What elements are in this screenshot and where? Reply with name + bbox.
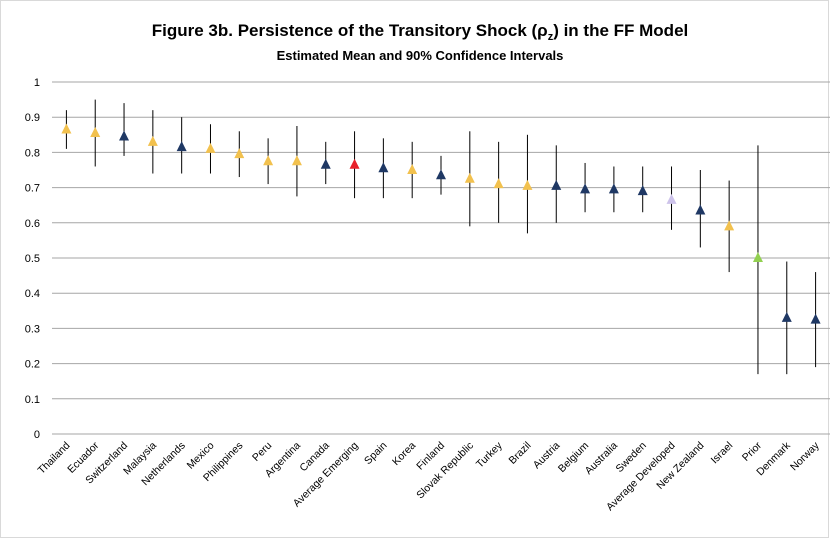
chart-subtitle: Estimated Mean and 90% Confidence Interv… bbox=[277, 48, 564, 63]
y-tick-label: 0.4 bbox=[25, 288, 40, 300]
mean-marker bbox=[493, 178, 504, 189]
mean-marker bbox=[781, 311, 792, 322]
title-part: ) in the FF Model bbox=[553, 21, 688, 40]
mean-marker bbox=[522, 179, 533, 190]
mean-marker bbox=[263, 155, 274, 166]
mean-marker bbox=[205, 142, 216, 153]
mean-marker bbox=[464, 172, 475, 183]
mean-marker bbox=[61, 123, 72, 134]
mean-marker bbox=[436, 169, 446, 180]
mean-marker bbox=[291, 155, 302, 166]
y-tick-label: 0.7 bbox=[25, 183, 40, 195]
mean-marker bbox=[608, 183, 619, 194]
mean-marker bbox=[320, 158, 331, 169]
y-tick-label: 0.8 bbox=[25, 147, 40, 159]
y-tick-label: 0.9 bbox=[25, 112, 40, 124]
mean-marker bbox=[176, 141, 187, 152]
mean-marker bbox=[234, 148, 245, 159]
mean-marker bbox=[119, 130, 130, 141]
title-subscript: z bbox=[548, 31, 554, 43]
mean-marker bbox=[580, 183, 591, 194]
chart-title: Figure 3b. Persistence of the Transitory… bbox=[152, 21, 689, 43]
y-tick-label: 0.1 bbox=[25, 394, 40, 406]
mean-marker bbox=[90, 127, 101, 138]
y-tick-label: 0 bbox=[34, 429, 40, 441]
mean-marker bbox=[752, 252, 763, 262]
mean-marker bbox=[637, 185, 648, 196]
title-part: Figure 3b. Persistence of the Transitory… bbox=[152, 21, 548, 40]
mean-marker bbox=[407, 164, 418, 174]
mean-marker bbox=[349, 158, 360, 169]
y-tick-label: 0.5 bbox=[25, 253, 40, 265]
mean-marker bbox=[551, 179, 562, 190]
y-tick-label: 0.6 bbox=[25, 218, 40, 230]
mean-marker bbox=[666, 193, 677, 204]
y-tick-label: 0.2 bbox=[25, 359, 40, 371]
mean-marker bbox=[378, 162, 389, 173]
mean-marker bbox=[695, 204, 706, 215]
mean-marker bbox=[147, 135, 158, 146]
mean-marker bbox=[724, 220, 735, 231]
y-tick-label: 0.3 bbox=[25, 323, 40, 335]
mean-marker bbox=[810, 313, 821, 324]
y-tick-label: 1 bbox=[34, 77, 40, 89]
